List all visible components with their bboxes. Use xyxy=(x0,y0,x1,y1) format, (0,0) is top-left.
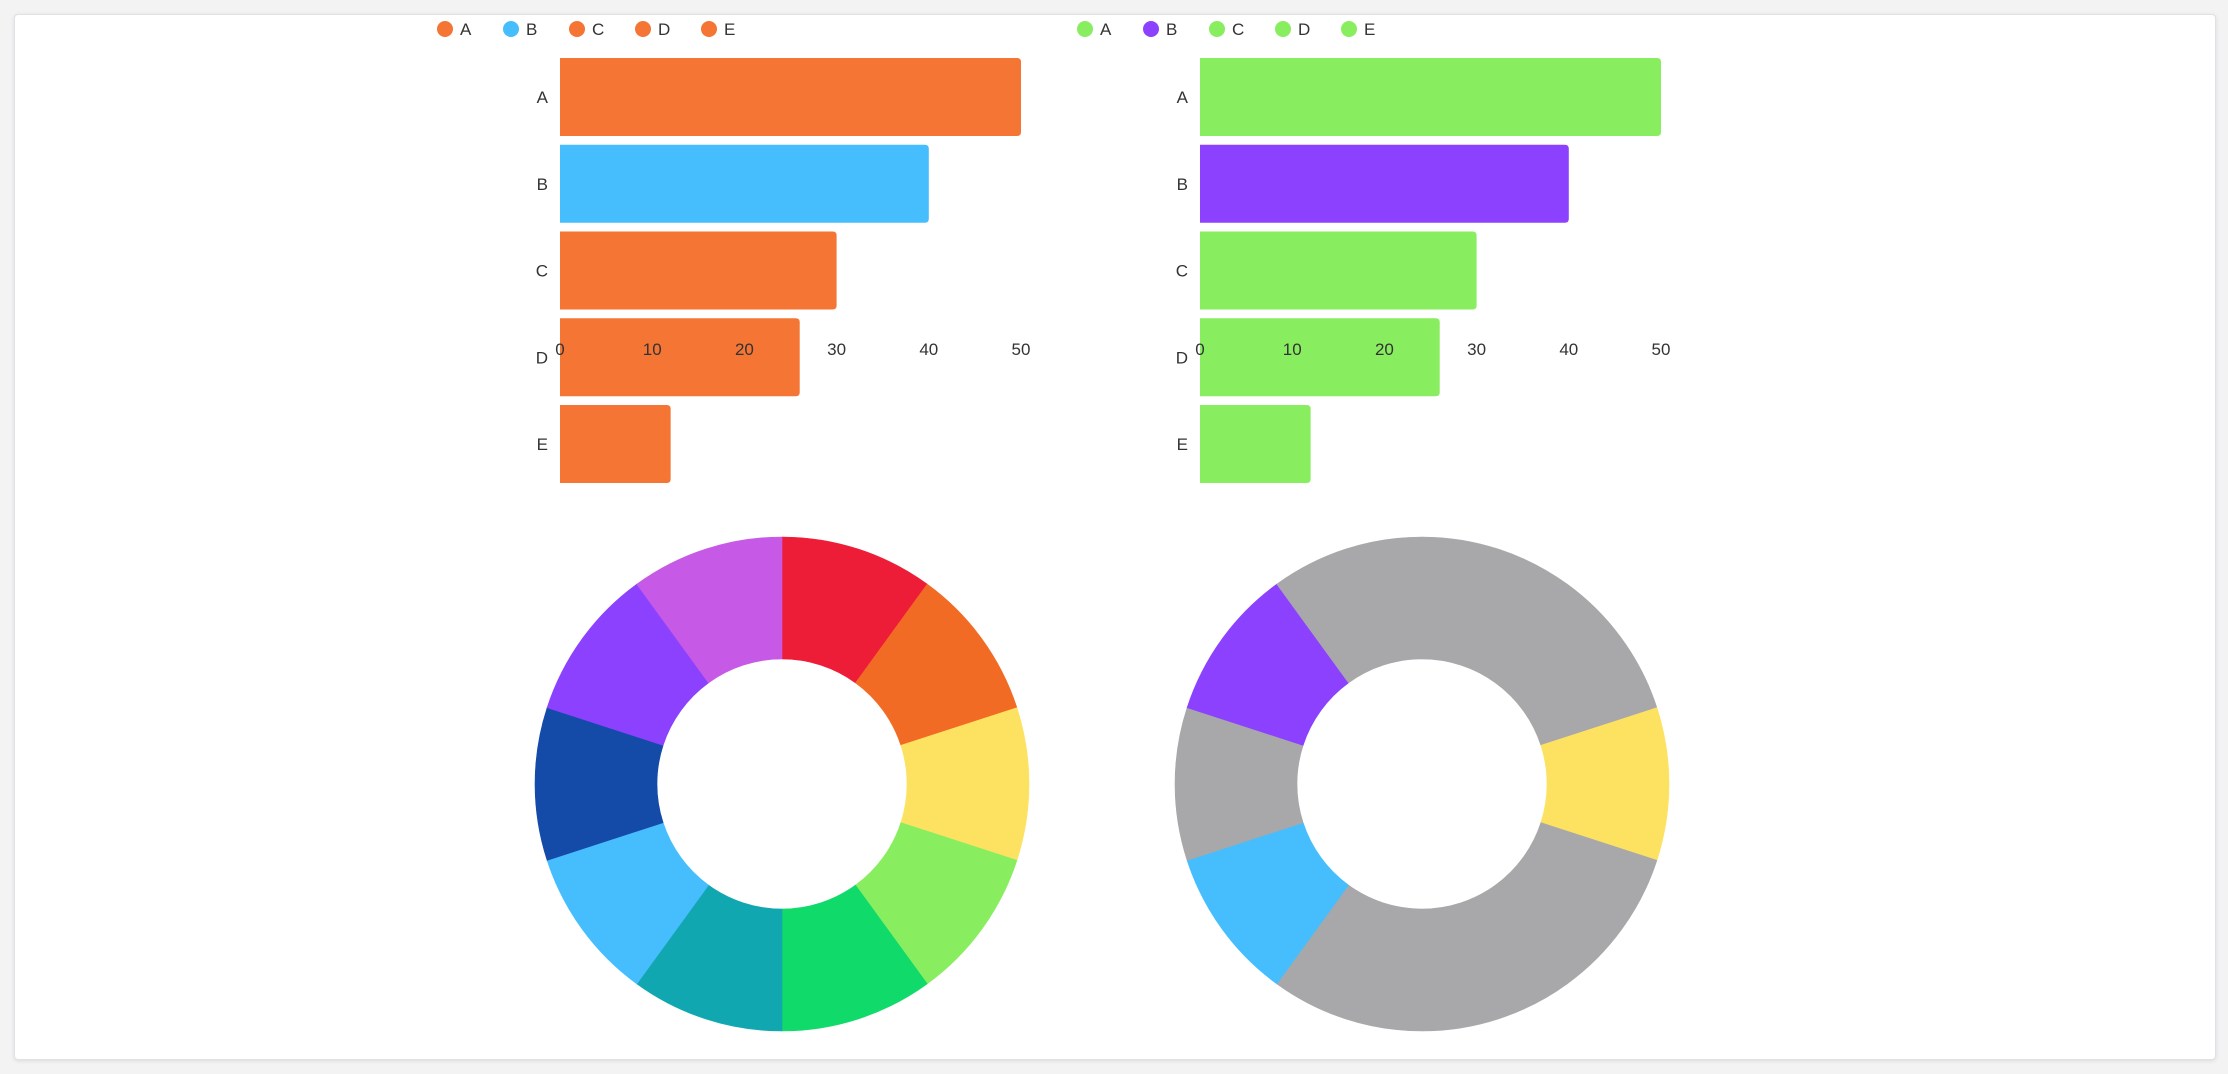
legend-marker-b[interactable] xyxy=(1143,21,1159,37)
bar-b[interactable] xyxy=(1200,144,1569,223)
category-label-b: B xyxy=(537,175,548,194)
bar-e[interactable] xyxy=(560,405,671,483)
category-label-e: E xyxy=(537,435,548,454)
x-tick-label: 20 xyxy=(1375,340,1394,359)
x-tick-label: 50 xyxy=(1652,340,1671,359)
bar-a[interactable] xyxy=(560,58,1021,136)
legend-label-b[interactable]: B xyxy=(526,20,537,39)
category-label-c: C xyxy=(1176,262,1188,281)
legend-marker-c[interactable] xyxy=(569,21,585,37)
x-tick-label: 50 xyxy=(1012,340,1031,359)
legend-marker-e[interactable] xyxy=(701,21,717,37)
legend-marker-d[interactable] xyxy=(635,21,651,37)
bar-a[interactable] xyxy=(1200,58,1661,136)
donut-slice-10[interactable] xyxy=(1276,536,1423,684)
legend-marker-b[interactable] xyxy=(503,21,519,37)
legend-label-a[interactable]: A xyxy=(1100,20,1112,39)
bar-c[interactable] xyxy=(1200,231,1477,310)
x-tick-label: 40 xyxy=(919,340,938,359)
legend-marker-a[interactable] xyxy=(1077,21,1093,37)
bar-d[interactable] xyxy=(560,318,800,397)
legend-label-d[interactable]: D xyxy=(1298,20,1310,39)
bar-d[interactable] xyxy=(1200,318,1440,397)
legend-marker-a[interactable] xyxy=(437,21,453,37)
x-tick-label: 0 xyxy=(555,340,564,359)
x-tick-label: 0 xyxy=(1195,340,1204,359)
bar-chart-right: A B C D E A B C D E 0 10 20 30 40 50 xyxy=(1077,20,1670,483)
x-tick-label: 10 xyxy=(1283,340,1302,359)
legend-marker-d[interactable] xyxy=(1275,21,1291,37)
category-label-a: A xyxy=(537,88,549,107)
bar-chart-left: A B C D E A B C D E 0 10 20 30 40 50 xyxy=(437,20,1030,483)
legend-marker-c[interactable] xyxy=(1209,21,1225,37)
legend-marker-e[interactable] xyxy=(1341,21,1357,37)
legend-label-d[interactable]: D xyxy=(658,20,670,39)
donut-chart-right xyxy=(1174,536,1670,1032)
donut-chart-left xyxy=(534,536,1030,1032)
legend-label-c[interactable]: C xyxy=(1232,20,1244,39)
legend-label-e[interactable]: E xyxy=(724,20,735,39)
legend-label-c[interactable]: C xyxy=(592,20,604,39)
x-tick-label: 30 xyxy=(1467,340,1486,359)
category-label-b: B xyxy=(1177,175,1188,194)
chart-card: A B C D E A B C D E 0 10 20 30 40 50 A B C D E A B C D E 0 10 20 30 4… xyxy=(14,14,2216,1060)
x-tick-label: 30 xyxy=(827,340,846,359)
category-label-d: D xyxy=(536,348,548,367)
bar-b[interactable] xyxy=(560,144,929,223)
category-label-d: D xyxy=(1176,348,1188,367)
bar-e[interactable] xyxy=(1200,405,1311,483)
category-label-e: E xyxy=(1177,435,1188,454)
bar-c[interactable] xyxy=(560,231,837,310)
x-tick-label: 40 xyxy=(1559,340,1578,359)
legend-label-e[interactable]: E xyxy=(1364,20,1375,39)
category-label-c: C xyxy=(536,262,548,281)
donut-slice-10[interactable] xyxy=(636,536,783,684)
charts-canvas: A B C D E A B C D E 0 10 20 30 40 50 A B C D E A B C D E 0 10 20 30 4… xyxy=(437,20,1670,1032)
x-tick-label: 20 xyxy=(735,340,754,359)
legend-label-a[interactable]: A xyxy=(460,20,472,39)
x-tick-label: 10 xyxy=(643,340,662,359)
category-label-a: A xyxy=(1177,88,1189,107)
legend-label-b[interactable]: B xyxy=(1166,20,1177,39)
